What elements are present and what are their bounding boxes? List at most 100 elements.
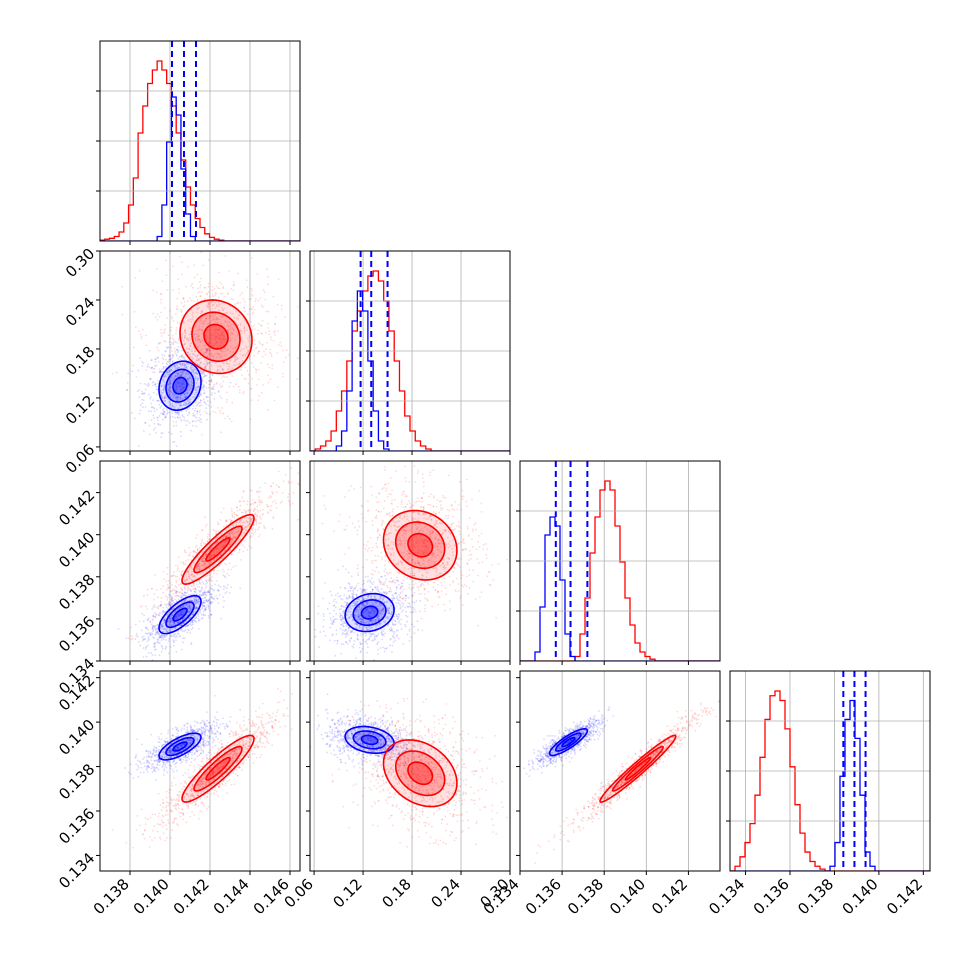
sample-point bbox=[181, 592, 184, 595]
sample-point bbox=[153, 422, 156, 425]
sample-point bbox=[160, 636, 163, 639]
sample-point bbox=[162, 609, 164, 612]
sample-point bbox=[232, 385, 235, 388]
sample-point bbox=[442, 603, 445, 606]
sample-point bbox=[157, 607, 160, 610]
sample-point bbox=[237, 301, 239, 304]
sample-point bbox=[167, 604, 170, 607]
sample-point bbox=[174, 375, 177, 378]
sample-point bbox=[182, 605, 185, 607]
sample-point bbox=[245, 345, 247, 348]
sample-point bbox=[148, 349, 151, 352]
sample-point bbox=[421, 477, 424, 479]
sample-point bbox=[374, 601, 377, 604]
sample-point bbox=[180, 595, 183, 598]
sample-point bbox=[180, 374, 183, 377]
sample-point bbox=[170, 382, 172, 385]
sample-point bbox=[232, 535, 235, 537]
sample-point bbox=[200, 361, 202, 364]
sample-point bbox=[230, 519, 233, 522]
sample-point bbox=[205, 350, 208, 353]
sample-point bbox=[273, 333, 276, 336]
sample-point bbox=[185, 604, 188, 607]
sample-point bbox=[243, 326, 246, 329]
sample-point bbox=[239, 519, 242, 522]
sample-point bbox=[217, 549, 220, 552]
sample-point bbox=[261, 332, 263, 335]
sample-point bbox=[207, 607, 210, 610]
sample-point bbox=[189, 609, 192, 612]
sample-point bbox=[159, 292, 162, 295]
sample-point bbox=[468, 549, 471, 552]
sample-point bbox=[361, 583, 364, 586]
sample-point bbox=[230, 541, 233, 543]
sample-point bbox=[342, 624, 344, 627]
sample-point bbox=[202, 559, 204, 562]
sample-point bbox=[214, 320, 217, 323]
sample-point bbox=[161, 409, 164, 411]
sample-point bbox=[179, 430, 182, 433]
sample-point bbox=[219, 559, 221, 562]
sample-point bbox=[160, 587, 163, 590]
sample-point bbox=[152, 429, 155, 431]
sample-point bbox=[157, 361, 160, 363]
sample-point bbox=[219, 411, 222, 414]
sample-point bbox=[368, 632, 371, 634]
sample-point bbox=[365, 634, 367, 637]
sample-point bbox=[144, 406, 147, 408]
sample-point bbox=[200, 328, 203, 331]
sample-point bbox=[239, 558, 242, 561]
sample-point bbox=[288, 501, 291, 504]
sample-point bbox=[250, 388, 253, 390]
sample-point bbox=[238, 389, 241, 392]
sample-point bbox=[155, 267, 158, 270]
sample-point bbox=[282, 372, 284, 375]
sample-point bbox=[166, 317, 168, 319]
sample-point bbox=[206, 536, 209, 538]
sample-point bbox=[185, 624, 188, 627]
sample-point bbox=[138, 330, 140, 333]
sample-point bbox=[219, 554, 222, 557]
sample-point bbox=[115, 371, 118, 374]
sample-point bbox=[231, 332, 234, 335]
sample-point bbox=[317, 485, 319, 487]
sample-point bbox=[164, 635, 167, 637]
sample-point bbox=[170, 619, 173, 622]
sample-point bbox=[172, 353, 174, 356]
sample-point bbox=[200, 370, 202, 372]
sample-point bbox=[164, 374, 167, 377]
sample-point bbox=[395, 586, 398, 588]
sample-point bbox=[378, 623, 381, 625]
sample-point bbox=[175, 355, 178, 357]
sample-point bbox=[228, 385, 231, 388]
sample-point bbox=[183, 617, 186, 620]
sample-point bbox=[207, 591, 209, 594]
sample-point bbox=[392, 624, 395, 627]
sample-point bbox=[177, 621, 180, 624]
sample-point bbox=[161, 432, 164, 434]
sample-point bbox=[144, 638, 147, 640]
sample-point bbox=[193, 550, 196, 553]
sample-point bbox=[147, 644, 150, 647]
sample-point bbox=[163, 410, 165, 413]
sample-point bbox=[221, 338, 224, 341]
sample-point bbox=[206, 362, 209, 364]
sample-point bbox=[173, 621, 176, 624]
sample-point bbox=[165, 362, 168, 365]
sample-point bbox=[223, 549, 226, 552]
sample-point bbox=[180, 380, 183, 382]
sample-point bbox=[163, 377, 165, 380]
sample-point bbox=[533, 550, 535, 552]
sample-point bbox=[197, 613, 200, 616]
sample-point bbox=[271, 367, 274, 370]
sample-point bbox=[214, 301, 217, 304]
sample-point bbox=[185, 371, 187, 374]
sample-point bbox=[252, 532, 255, 535]
sample-point bbox=[175, 592, 177, 594]
sample-point bbox=[175, 650, 178, 653]
sample-point bbox=[397, 637, 400, 640]
sample-point bbox=[178, 624, 181, 627]
sample-point bbox=[268, 366, 271, 369]
sample-point bbox=[155, 291, 158, 294]
sample-point bbox=[204, 516, 207, 519]
